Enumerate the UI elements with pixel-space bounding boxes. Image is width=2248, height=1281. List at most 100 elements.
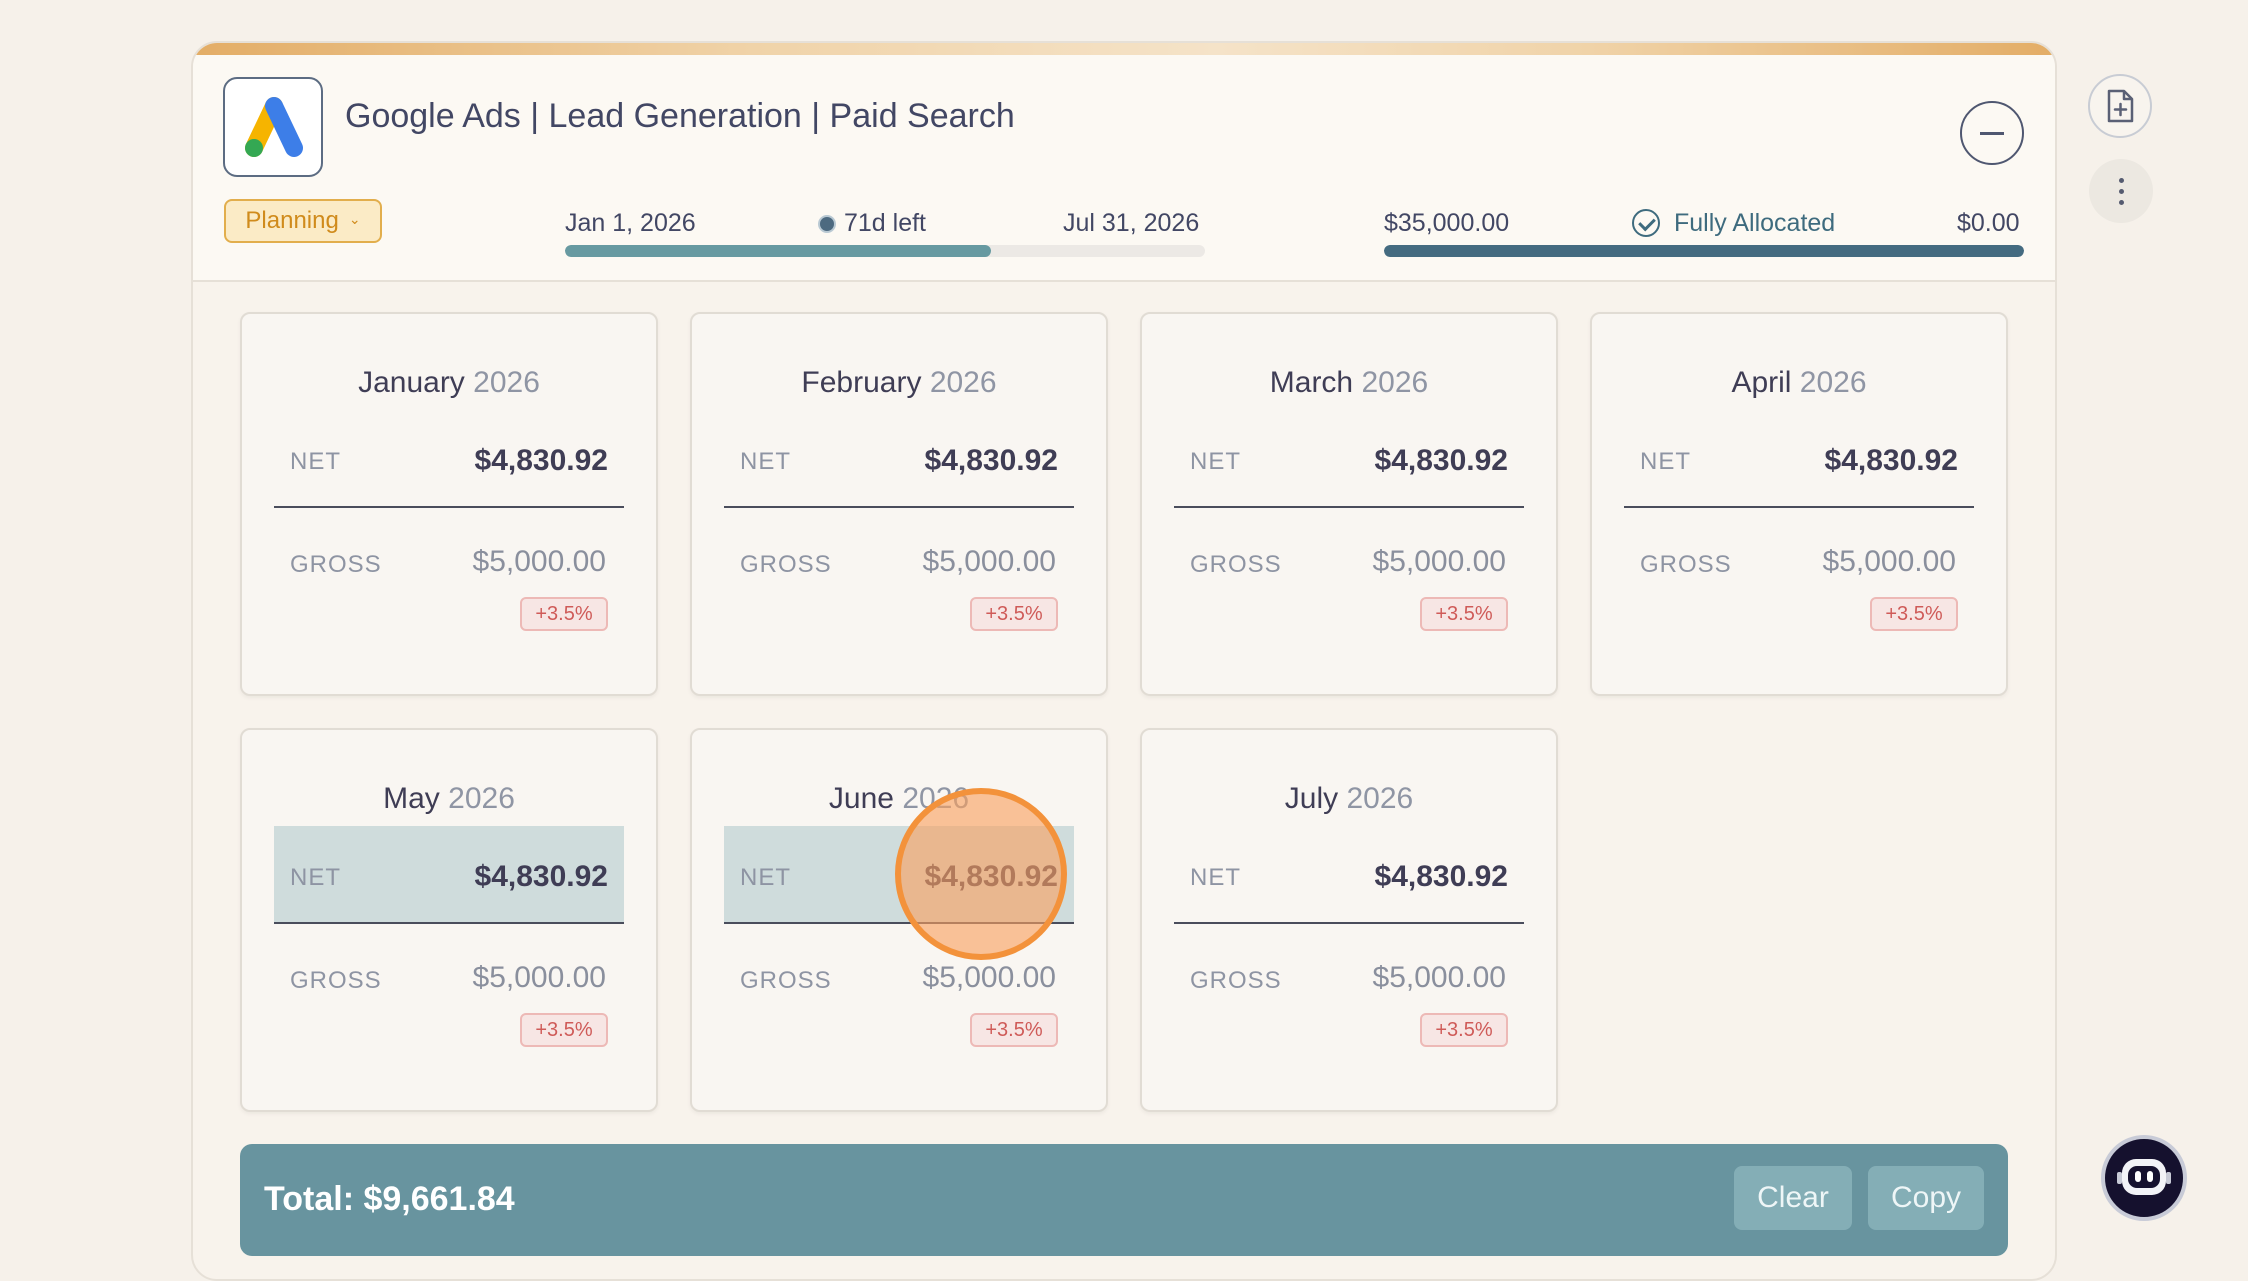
gross-value: $5,000.00 [1372,545,1506,578]
month-name: June [828,782,894,815]
timeline-dot-icon [818,215,836,233]
gross-value: $5,000.00 [472,545,606,578]
more-options-button[interactable] [2089,159,2153,223]
month-card-title: May 2026 [242,782,656,816]
net-row[interactable]: NET $4,830.92 [1174,410,1524,508]
month-card-january: January 2026 NET $4,830.92 GROSS $5,000.… [240,312,658,696]
gross-label: GROSS [1640,551,1732,578]
budget-remaining: $0.00 [1957,209,2020,237]
month-card-may: May 2026 NET $4,830.92 GROSS $5,000.00 +… [240,728,658,1112]
end-date: Jul 31, 2026 [1063,209,1200,237]
more-vertical-icon [2118,177,2124,205]
net-label: NET [1190,864,1241,891]
budget-progress [1384,245,2024,257]
budget-progress-fill [1384,245,2024,257]
net-label: NET [290,864,341,891]
file-plus-icon [2107,89,2134,123]
net-label: NET [290,448,341,475]
month-name: July [1284,782,1339,815]
month-card-april: April 2026 NET $4,830.92 GROSS $5,000.00… [1590,312,2008,696]
gross-value: $5,000.00 [472,961,606,994]
month-card-title: July 2026 [1142,782,1556,816]
fee-badge: +3.5% [1420,1013,1508,1047]
net-value: $4,830.92 [924,860,1058,893]
clear-button[interactable]: Clear [1734,1166,1852,1230]
month-card-march: March 2026 NET $4,830.92 GROSS $5,000.00… [1140,312,1558,696]
month-card-june: June 2026 NET $4,830.92 GROSS $5,000.00 … [690,728,1108,1112]
month-card-title: June 2026 [692,782,1106,816]
net-row[interactable]: NET $4,830.92 [274,410,624,508]
google-ads-logo [223,77,323,177]
budget-total: $35,000.00 [1384,209,1510,237]
status-label: Planning [245,207,339,234]
net-label: NET [740,448,791,475]
month-year: 2026 [1361,366,1429,399]
start-date: Jan 1, 2026 [565,209,696,237]
days-left-indicator: 71d left [818,209,926,238]
timeline-progress-fill [565,245,991,257]
month-card-title: March 2026 [1142,366,1556,400]
days-left-text: 71d left [844,209,927,237]
net-row-selected[interactable]: NET $4,830.92 [274,826,624,924]
month-card-title: January 2026 [242,366,656,400]
gross-value: $5,000.00 [1372,961,1506,994]
copy-button[interactable]: Copy [1868,1166,1984,1230]
fee-badge: +3.5% [520,597,608,631]
campaign-title: Google Ads | Lead Generation | Paid Sear… [345,97,1015,135]
allocation-status: Fully Allocated [1632,209,1835,238]
month-name: January [358,366,465,399]
month-year: 2026 [1346,782,1414,815]
minus-icon [1980,131,2004,135]
gross-value: $5,000.00 [922,545,1056,578]
month-card-title: April 2026 [1592,366,2006,400]
net-row[interactable]: NET $4,830.92 [1624,410,1974,508]
net-row[interactable]: NET $4,830.92 [724,410,1074,508]
status-dropdown[interactable]: Planning ⌄ [224,199,382,243]
panel-accent-bar [193,43,2055,55]
allocation-status-text: Fully Allocated [1674,209,1836,237]
net-value: $4,830.92 [1374,444,1508,477]
gross-value: $5,000.00 [922,961,1056,994]
month-name: March [1269,366,1354,399]
month-year: 2026 [448,782,515,815]
month-year: 2026 [902,782,970,815]
check-circle-icon [1632,209,1660,237]
fee-badge: +3.5% [1420,597,1508,631]
month-card-title: February 2026 [692,366,1106,400]
net-row[interactable]: NET $4,830.92 [1174,826,1524,924]
gross-value: $5,000.00 [1822,545,1956,578]
campaign-header: Google Ads | Lead Generation | Paid Sear… [193,55,2055,282]
net-value: $4,830.92 [1374,860,1508,893]
fee-badge: +3.5% [520,1013,608,1047]
add-document-button[interactable] [2088,74,2152,138]
month-card-july: July 2026 NET $4,830.92 GROSS $5,000.00 … [1140,728,1558,1112]
fee-badge: +3.5% [970,1013,1058,1047]
timeline-progress [565,245,1205,257]
fee-badge: +3.5% [1870,597,1958,631]
month-name: May [383,782,440,815]
net-value: $4,830.92 [474,860,608,893]
net-label: NET [1190,448,1241,475]
net-row-selected[interactable]: NET $4,830.92 [724,826,1074,924]
gross-label: GROSS [290,551,382,578]
net-value: $4,830.92 [474,444,608,477]
gross-label: GROSS [1190,967,1282,994]
selection-total-bar: Total: $9,661.84 Clear Copy [240,1144,2008,1256]
month-card-february: February 2026 NET $4,830.92 GROSS $5,000… [690,312,1108,696]
assistant-button[interactable] [2101,1135,2187,1221]
net-value: $4,830.92 [1824,444,1958,477]
gross-label: GROSS [740,551,832,578]
month-year: 2026 [473,366,540,399]
month-year: 2026 [929,366,997,399]
month-name: April [1731,366,1792,399]
robot-icon [2117,1159,2171,1195]
selection-total: Total: $9,661.84 [264,1180,515,1218]
month-name: February [801,366,922,399]
collapse-button[interactable] [1960,101,2024,165]
gross-label: GROSS [1190,551,1282,578]
gross-label: GROSS [290,967,382,994]
fee-badge: +3.5% [970,597,1058,631]
month-year: 2026 [1799,366,1867,399]
net-label: NET [1640,448,1691,475]
net-label: NET [740,864,791,891]
